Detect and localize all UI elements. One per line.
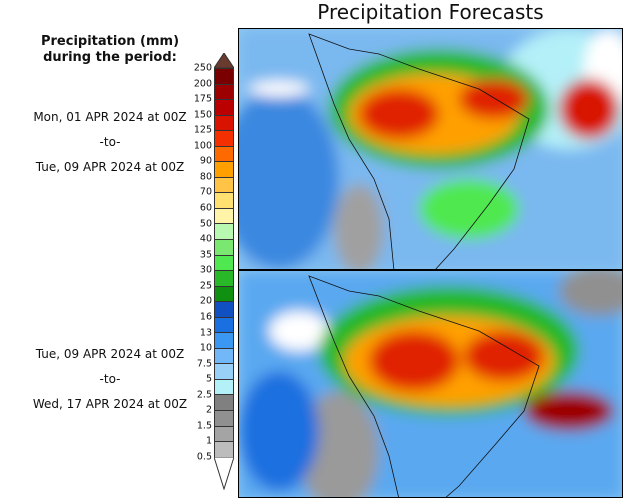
colorbar <box>214 53 234 490</box>
colorbar-tick-label: 35 <box>199 249 212 261</box>
ocean-rain-field <box>239 371 319 491</box>
colorbar-segment <box>214 83 234 100</box>
colorbar-segment <box>214 130 234 146</box>
colorbar-segment <box>214 114 234 131</box>
colorbar-tick-label: 10 <box>199 342 212 354</box>
colorbar-segment <box>214 332 234 348</box>
period-2-label: Tue, 09 APR 2024 at 00Z -to- Wed, 17 APR… <box>20 342 200 417</box>
colorbar-segment <box>214 441 234 457</box>
colorbar-tick-label: 150 <box>193 109 212 121</box>
colorbar-under-triangle <box>214 456 234 490</box>
colorbar-segment <box>214 176 234 193</box>
colorbar-tick-label: 1.5 <box>196 420 212 432</box>
figure-title: Precipitation Forecasts <box>317 0 544 24</box>
very-heavy-rain-core <box>369 331 459 391</box>
colorbar-tick-label: 50 <box>199 218 212 230</box>
colorbar-segment <box>214 161 234 177</box>
map-panel-period-2 <box>238 270 623 498</box>
colorbar-tick-label: 70 <box>199 186 212 198</box>
colorbar-segment <box>214 223 234 240</box>
period-2-end: Wed, 17 APR 2024 at 00Z <box>32 397 188 411</box>
colorbar-segment <box>214 99 234 115</box>
legend-title-line2: during the period: <box>43 50 177 65</box>
colorbar-tick-label: 16 <box>199 311 212 323</box>
colorbar-segment <box>214 410 234 426</box>
continent-outline <box>308 275 540 497</box>
colorbar-tick-label: 5 <box>205 373 212 385</box>
period-2-start: Tue, 09 APR 2024 at 00Z <box>35 347 185 361</box>
colorbar-tick-label: 20 <box>199 295 212 307</box>
very-heavy-rain-core <box>559 79 619 139</box>
very-heavy-rain-core <box>459 79 529 119</box>
colorbar-tick-label: 2.5 <box>196 389 212 401</box>
colorbar-segment <box>214 301 234 317</box>
colorbar-segment <box>214 145 234 162</box>
period-1-end: Tue, 09 APR 2024 at 00Z <box>35 160 185 174</box>
colorbar-tick-label: 250 <box>193 62 212 74</box>
colorbar-segment <box>214 285 234 302</box>
very-heavy-rain-core <box>524 391 614 431</box>
dry-zone-gray <box>334 184 384 269</box>
legend-title: Precipitation (mm) during the period: <box>30 34 190 66</box>
dry-zone-gray <box>559 271 622 316</box>
colorbar-tick-label: 40 <box>199 233 212 245</box>
very-heavy-rain-core <box>464 331 544 381</box>
very-heavy-rain-core <box>359 89 439 139</box>
dry-zone-white <box>249 81 309 97</box>
colorbar-segment <box>214 378 234 395</box>
colorbar-segment <box>214 270 234 286</box>
dry-zone-white <box>269 311 329 351</box>
precip-map-2 <box>239 271 622 497</box>
legend-title-line1: Precipitation (mm) <box>40 34 180 49</box>
colorbar-tick-label: 0.5 <box>196 451 212 463</box>
period-1-separator: -to- <box>99 135 121 149</box>
colorbar-tick-label: 100 <box>193 140 212 152</box>
period-2-separator: -to- <box>99 372 121 386</box>
colorbar-tick-label: 125 <box>193 124 212 136</box>
colorbar-tick-label: 60 <box>199 202 212 214</box>
colorbar-tick-label: 80 <box>199 171 212 183</box>
ocean-rain-field <box>239 89 339 269</box>
colorbar-tick-label: 13 <box>199 327 212 339</box>
moderate-rain-field <box>419 179 519 239</box>
period-1-start: Mon, 01 APR 2024 at 00Z <box>33 110 187 124</box>
colorbar-tick-label: 25 <box>199 280 212 292</box>
colorbar-segment <box>214 239 234 255</box>
colorbar-segment <box>214 192 234 208</box>
colorbar-tick-label: 175 <box>193 93 212 105</box>
colorbar-tick-label: 30 <box>199 264 212 276</box>
colorbar-segment <box>214 68 234 84</box>
colorbar-segment <box>214 363 234 379</box>
colorbar-segment <box>214 316 234 333</box>
colorbar-segment <box>214 347 234 364</box>
colorbar-segment <box>214 394 234 411</box>
colorbar-tick-label: 7.5 <box>196 358 212 370</box>
precip-map-1 <box>239 29 622 269</box>
colorbar-tick-label: 90 <box>199 155 212 167</box>
colorbar-tick-label: 1 <box>205 435 212 447</box>
colorbar-segment <box>214 207 234 224</box>
colorbar-tick-label: 2 <box>205 404 212 416</box>
colorbar-tick-label: 200 <box>193 78 212 90</box>
map-panel-period-1 <box>238 28 623 270</box>
period-1-label: Mon, 01 APR 2024 at 00Z -to- Tue, 09 APR… <box>20 105 200 180</box>
colorbar-over-triangle <box>214 53 234 68</box>
continent-outline <box>308 33 530 269</box>
dry-zone-gray <box>299 391 379 497</box>
colorbar-segment <box>214 425 234 442</box>
colorbar-segment <box>214 254 234 271</box>
